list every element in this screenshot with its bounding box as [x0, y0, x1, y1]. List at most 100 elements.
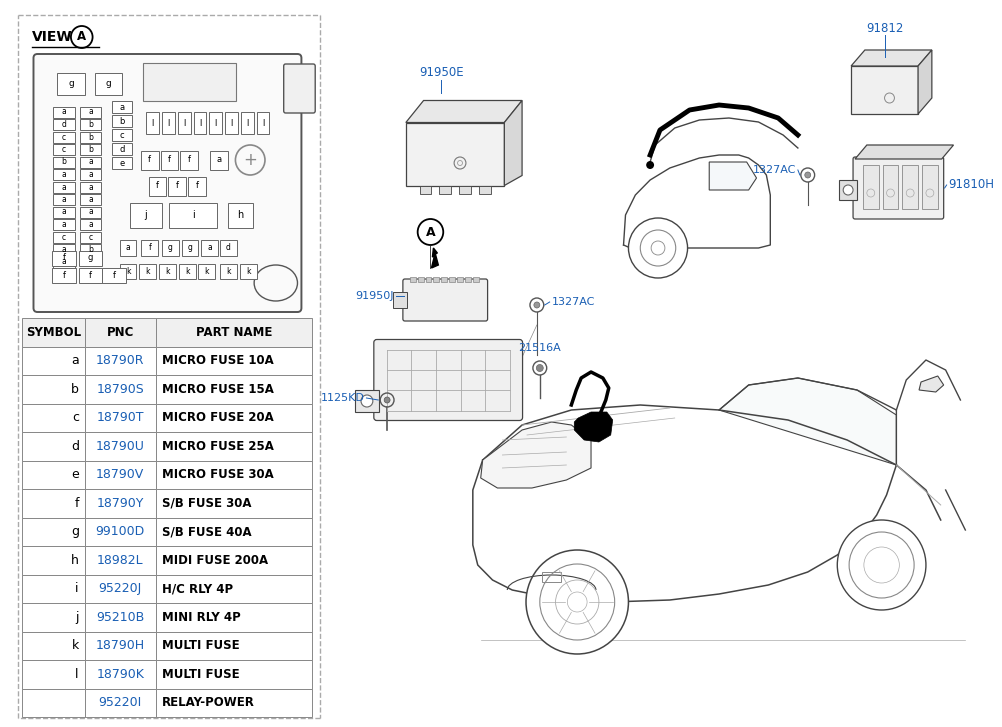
Text: k: k [165, 267, 169, 276]
Polygon shape [574, 412, 612, 442]
Bar [102, 268, 126, 283]
Bar [53, 231, 75, 243]
Text: f: f [175, 182, 178, 190]
Bar [94, 73, 122, 95]
Text: l: l [245, 119, 248, 127]
Polygon shape [480, 422, 590, 488]
Text: l: l [182, 119, 185, 127]
Bar [155, 347, 312, 375]
Bar [148, 177, 166, 196]
Bar [193, 112, 206, 134]
Text: a: a [61, 245, 66, 254]
Polygon shape [917, 50, 931, 114]
Bar [112, 143, 132, 155]
Text: k: k [145, 267, 150, 276]
Bar [839, 180, 856, 200]
Bar [188, 177, 205, 196]
Text: A: A [425, 225, 435, 238]
Bar [22, 603, 84, 632]
Bar [80, 194, 101, 205]
Text: a: a [88, 207, 93, 217]
Circle shape [525, 550, 628, 654]
Bar [449, 277, 455, 282]
Bar [439, 185, 451, 193]
Text: a: a [61, 195, 66, 204]
Circle shape [843, 185, 852, 195]
Bar [393, 292, 407, 308]
Bar [180, 150, 197, 169]
Text: 18982L: 18982L [97, 554, 143, 567]
Text: c: c [119, 131, 124, 140]
Text: b: b [71, 382, 79, 395]
Bar [130, 203, 161, 228]
Bar [419, 185, 431, 193]
Text: 18790S: 18790S [96, 382, 144, 395]
Text: S/B FUSE 40A: S/B FUSE 40A [161, 525, 250, 538]
Text: b: b [61, 158, 66, 166]
Bar [53, 182, 75, 193]
Bar [80, 106, 101, 118]
Bar [84, 688, 155, 717]
Bar [53, 156, 75, 167]
Circle shape [837, 520, 925, 610]
Text: a: a [88, 158, 93, 166]
Bar [112, 101, 132, 113]
Bar [155, 688, 312, 717]
Bar [410, 277, 415, 282]
Bar [112, 115, 132, 127]
Bar [219, 240, 236, 256]
Text: PNC: PNC [106, 326, 133, 339]
Polygon shape [854, 145, 953, 159]
Text: 18790V: 18790V [96, 468, 144, 481]
Bar [84, 375, 155, 403]
Bar [112, 129, 132, 141]
Text: l: l [214, 119, 216, 127]
Bar [457, 277, 463, 282]
Bar [425, 277, 431, 282]
Bar [22, 546, 84, 574]
Text: +: + [243, 151, 257, 169]
Text: l: l [198, 119, 201, 127]
Text: a: a [61, 257, 66, 267]
Circle shape [417, 219, 443, 245]
Bar [84, 518, 155, 546]
Text: g: g [105, 79, 111, 89]
Bar [146, 112, 159, 134]
Text: MICRO FUSE 15A: MICRO FUSE 15A [161, 382, 274, 395]
Text: b: b [88, 145, 93, 154]
Bar [22, 574, 84, 603]
Bar [84, 603, 155, 632]
Bar [119, 263, 136, 278]
Bar [84, 403, 155, 432]
Bar [53, 244, 75, 255]
Text: b: b [88, 120, 93, 129]
Bar [84, 318, 155, 347]
Bar [355, 390, 379, 412]
Bar [22, 403, 84, 432]
Text: c: c [88, 233, 92, 241]
Bar [80, 119, 101, 130]
Polygon shape [406, 123, 504, 185]
Text: d: d [61, 120, 66, 129]
Text: f: f [148, 244, 151, 252]
Bar [22, 375, 84, 403]
Text: a: a [88, 195, 93, 204]
Bar [84, 347, 155, 375]
Text: MIDI FUSE 200A: MIDI FUSE 200A [161, 554, 268, 567]
Circle shape [533, 302, 539, 308]
Text: MULTI FUSE: MULTI FUSE [161, 639, 238, 652]
Bar [53, 119, 75, 130]
Bar [155, 403, 312, 432]
Text: g: g [167, 244, 172, 252]
Text: 1327AC: 1327AC [551, 297, 594, 307]
Bar [22, 660, 84, 688]
Text: l: l [151, 119, 153, 127]
Text: 95210B: 95210B [96, 611, 144, 624]
Bar [178, 263, 195, 278]
Bar [80, 244, 101, 255]
Text: f: f [156, 182, 159, 190]
Text: 18790Y: 18790Y [96, 497, 143, 510]
Bar [240, 112, 254, 134]
Polygon shape [406, 100, 522, 123]
Bar [882, 165, 898, 209]
